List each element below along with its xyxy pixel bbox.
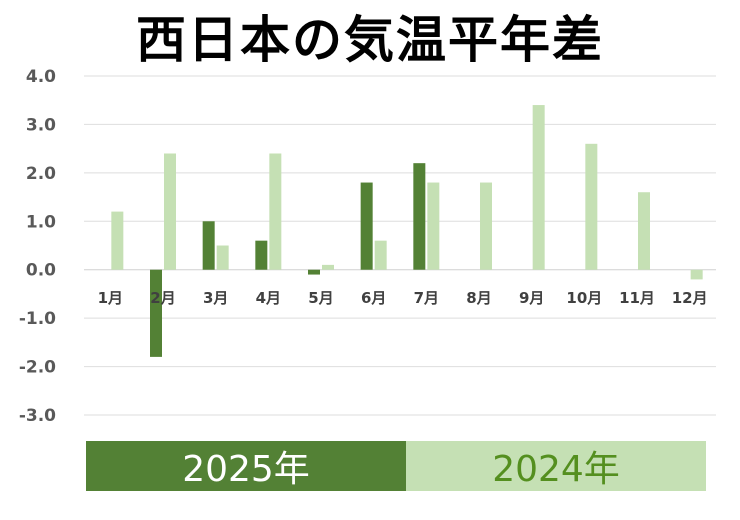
x-tick-label: 7月	[414, 289, 439, 307]
legend-2025: 2025年	[86, 441, 406, 491]
bar-2024	[164, 153, 176, 270]
bar-2024	[216, 245, 229, 270]
bar-2025	[202, 221, 215, 270]
y-tick-label: -3.0	[19, 406, 56, 426]
legend-2024: 2024年	[406, 441, 706, 491]
y-tick-label: 2.0	[26, 164, 56, 184]
bar-2024	[322, 264, 334, 270]
y-tick-label: -1.0	[19, 309, 56, 329]
y-tick-label: 3.0	[26, 115, 56, 135]
chart-title: 西日本の気温平年差	[136, 11, 604, 69]
bar-2024	[638, 192, 650, 270]
y-tick-label: 1.0	[26, 212, 56, 232]
bar-2025	[360, 182, 373, 270]
bar-2024	[480, 182, 492, 270]
bar-2024	[374, 240, 387, 270]
bar-2025	[413, 163, 426, 270]
x-tick-label: 11月	[619, 289, 655, 307]
legend-label-2025: 2025年	[182, 449, 310, 490]
bar-2025	[308, 269, 320, 275]
bar-2024	[585, 143, 598, 270]
x-tick-label: 5月	[308, 289, 333, 307]
x-tick-label: 2月	[150, 289, 175, 307]
x-tick-label: 10月	[566, 289, 602, 307]
bar-2025	[150, 269, 162, 357]
legend-label-2024: 2024年	[492, 449, 620, 490]
y-tick-label: 0.0	[26, 261, 56, 281]
bar-2024	[690, 269, 703, 280]
x-tick-label: 9月	[519, 289, 544, 307]
bar-2024	[269, 153, 282, 270]
x-tick-label: 1月	[98, 289, 123, 307]
bar-2025	[255, 240, 268, 270]
x-tick-label: 3月	[203, 289, 228, 307]
bar-2024	[532, 105, 545, 270]
x-tick-label: 4月	[256, 289, 281, 307]
x-tick-label: 8月	[466, 289, 491, 307]
bar-2024	[111, 211, 124, 270]
x-tick-label: 6月	[361, 289, 386, 307]
x-tick-label: 12月	[672, 289, 708, 307]
bar-2024	[427, 182, 440, 270]
y-tick-label: 4.0	[26, 67, 56, 87]
y-tick-label: -2.0	[19, 358, 56, 378]
